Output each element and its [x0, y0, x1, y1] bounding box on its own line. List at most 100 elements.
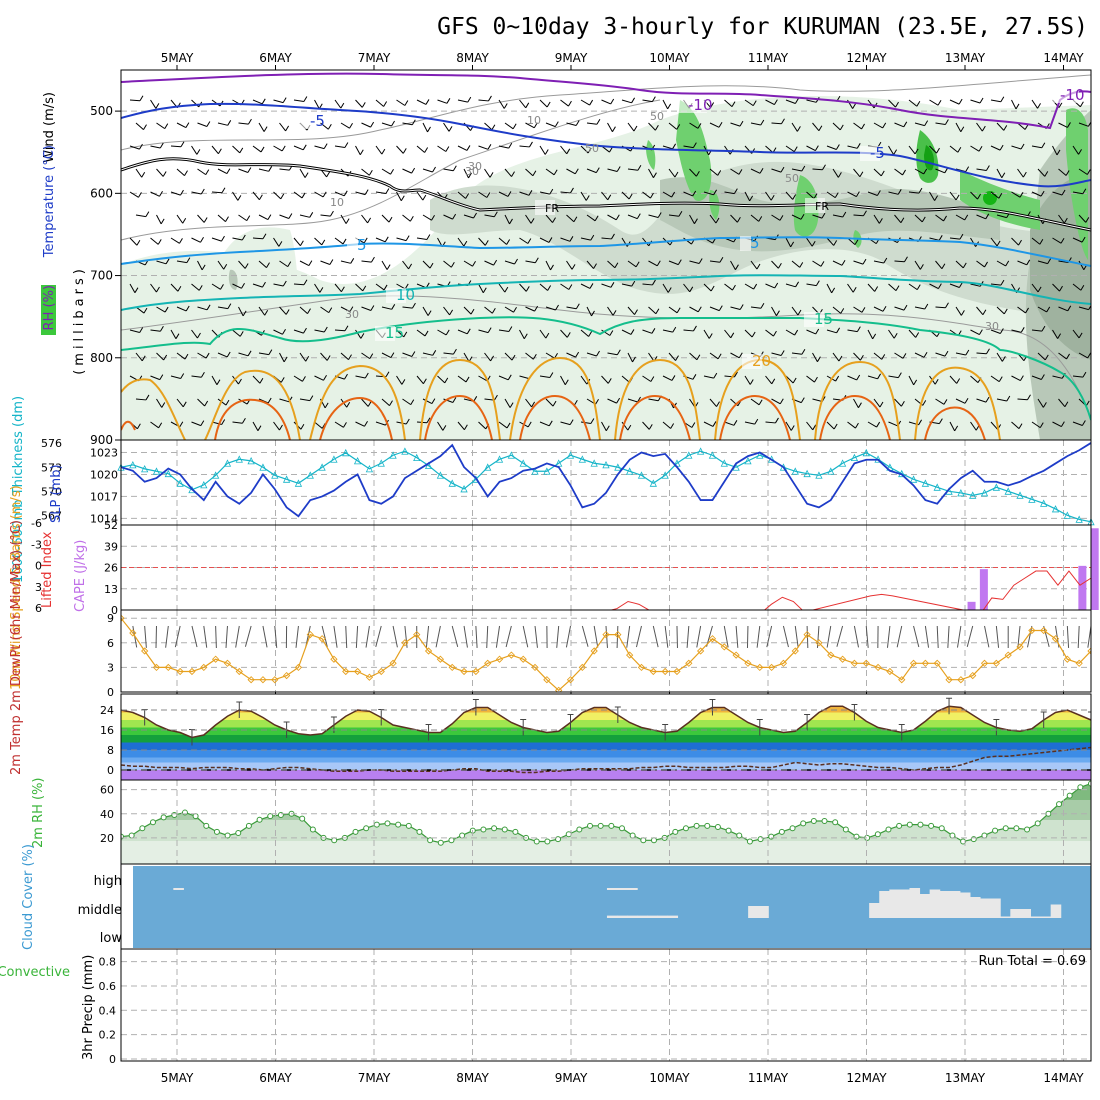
- wind-barb-flag: [179, 238, 183, 244]
- wind-barb-flag: [999, 144, 1004, 151]
- wind-barb: [197, 214, 205, 223]
- wind-barb: [662, 99, 669, 110]
- wind-barb: [935, 260, 943, 270]
- wind-barb-flag: [323, 326, 328, 333]
- wind-barb: [129, 237, 138, 246]
- wind-barb: [806, 145, 816, 152]
- wind-barb-flag: [282, 97, 287, 103]
- thickness-marker: [247, 456, 255, 465]
- wind-barb-flag: [1020, 143, 1025, 150]
- wind-barb-flag: [346, 401, 351, 408]
- wind-barb: [990, 145, 1001, 151]
- wind-barb-flag: [595, 398, 599, 405]
- wind-barb: [955, 122, 962, 133]
- wind-barb-flag: [1081, 420, 1086, 426]
- contour-minus10: [121, 72, 1091, 130]
- wind-barb: [806, 421, 814, 431]
- wind-barb-flag: [924, 120, 929, 126]
- wind-barb-flag: [330, 210, 334, 217]
- wind-barb: [730, 306, 741, 310]
- wind-barb-flag: [184, 353, 189, 360]
- wind-barb: [402, 122, 413, 126]
- wind-barb: [293, 237, 301, 247]
- temperature-band: [121, 705, 1091, 713]
- wind-barb: [273, 283, 284, 287]
- wind-barb: [689, 260, 700, 264]
- wind-barb-flag: [180, 141, 185, 148]
- wind-barb: [252, 375, 261, 384]
- wind-barb-flag: [719, 257, 724, 263]
- wind-barb-flag: [670, 423, 675, 429]
- surface-wind-barb: [522, 625, 529, 648]
- cloud-middle-block: [758, 906, 769, 918]
- wind-barb-flag: [794, 98, 799, 104]
- wind-barb: [560, 237, 571, 242]
- surface-wind-barb: [274, 625, 278, 648]
- surface-wind-barb: [984, 625, 990, 648]
- wind-barb-flag: [204, 400, 209, 407]
- wind-barb: [580, 237, 591, 241]
- wind-barb: [935, 214, 944, 222]
- wind-barb: [381, 214, 390, 223]
- contour-label-bg: [535, 200, 555, 215]
- wind-barb-flag: [431, 398, 436, 404]
- wind-barb: [478, 283, 484, 294]
- cloud-middle-block: [667, 915, 679, 918]
- wind-barb-flag: [490, 355, 495, 362]
- wind-barb: [730, 122, 741, 127]
- wind-marker: [460, 667, 468, 676]
- wind-barb: [935, 168, 945, 174]
- wind-barb: [519, 237, 529, 244]
- cloud-middle-block: [1010, 909, 1021, 918]
- wind-barb-flag: [938, 235, 943, 241]
- wind-barb-flag: [596, 350, 600, 357]
- wind-barb-flag: [856, 326, 861, 332]
- wind-barb-flag: [811, 240, 816, 247]
- contour-minus5: [121, 102, 1091, 188]
- wind-barb-flag: [138, 192, 142, 198]
- wind-marker: [756, 663, 764, 672]
- wind-barb: [832, 260, 843, 266]
- surface-wind-barb: [886, 625, 891, 648]
- wind-barb: [894, 260, 905, 263]
- wind-barb: [463, 214, 474, 219]
- wind-barb: [560, 191, 571, 194]
- wind-barb-flag: [364, 189, 369, 195]
- wind-barb-flag: [822, 164, 826, 171]
- wind-barb-flag: [855, 422, 859, 429]
- bottom-day-label: 7MAY: [358, 1071, 391, 1085]
- wind-barb-flag: [944, 350, 949, 357]
- wind-barb-flag: [221, 419, 226, 425]
- wind-barb-flag: [878, 218, 883, 224]
- wind-barb-flag: [159, 191, 163, 197]
- rh-marker: [896, 822, 903, 829]
- wind-barb: [970, 237, 977, 247]
- wind-barb: [976, 352, 987, 355]
- wind-barb: [211, 237, 222, 242]
- wind-marker: [969, 671, 977, 680]
- cloud-middle-block: [889, 889, 900, 918]
- wind-barb: [381, 122, 392, 127]
- wind-barb-flag: [1067, 122, 1071, 128]
- wind-barb-flag: [247, 350, 252, 357]
- wind-barb-flag: [752, 100, 757, 106]
- wind-barb-flag: [651, 328, 656, 334]
- wind-barb-flag: [609, 146, 613, 153]
- wind-barb: [1058, 260, 1069, 263]
- thickness-marker: [460, 485, 468, 493]
- wind-barb-flag: [730, 332, 735, 339]
- wind-barb: [996, 214, 1007, 219]
- wind-barb-flag: [731, 101, 736, 107]
- thickness-marker: [649, 479, 657, 487]
- wind-barb: [730, 168, 740, 175]
- wind-barb-flag: [463, 240, 468, 247]
- wind-barb-flag: [424, 147, 429, 153]
- wind-barb-flag: [1001, 172, 1006, 179]
- thickness-marker: [614, 463, 622, 471]
- wind-barb-flag: [299, 240, 304, 246]
- wind-barb-flag: [874, 286, 879, 292]
- wind-barb: [1052, 145, 1058, 156]
